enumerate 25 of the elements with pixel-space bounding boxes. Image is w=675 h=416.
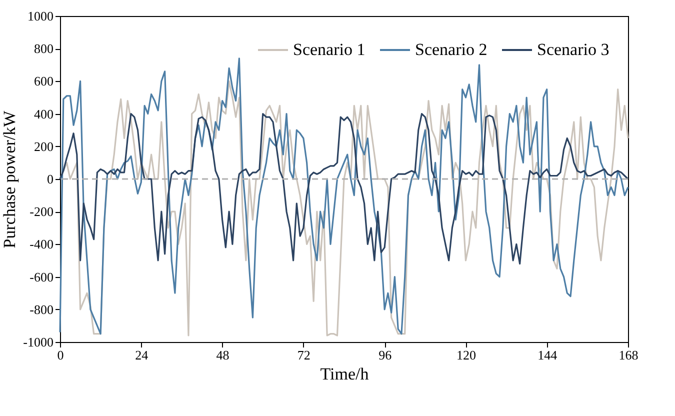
y-tick-label: 1000 [28, 8, 54, 24]
legend-label: Scenario 1 [293, 40, 366, 59]
y-tick-label: -800 [30, 302, 54, 317]
y-tick-label: -1000 [23, 334, 54, 350]
y-axis-title: Purchase power/kW [0, 110, 20, 248]
y-tick-label: -600 [30, 269, 54, 284]
y-tick-label: -200 [30, 204, 54, 220]
x-tick-label: 96 [378, 348, 392, 362]
y-tick-label: 400 [34, 106, 54, 122]
x-tick-label: 120 [456, 348, 476, 362]
y-tick-label: 0 [47, 172, 54, 186]
x-tick-label: 144 [538, 348, 558, 362]
legend-label: Scenario 3 [537, 40, 610, 59]
y-tick-label: 600 [34, 74, 54, 89]
x-tick-label: 72 [297, 348, 310, 362]
legend-label: Scenario 2 [415, 40, 488, 59]
line-series [59, 113, 629, 265]
x-tick-label: 0 [57, 348, 64, 362]
y-tick-label: 200 [34, 138, 54, 154]
x-axis-title: Time/h [320, 364, 370, 384]
y-tick-label: -400 [30, 236, 54, 252]
x-tick-label: 48 [216, 348, 230, 362]
x-tick-label: 24 [135, 348, 149, 362]
x-tick-label: 168 [618, 348, 638, 362]
y-tick-label: 800 [34, 41, 54, 56]
